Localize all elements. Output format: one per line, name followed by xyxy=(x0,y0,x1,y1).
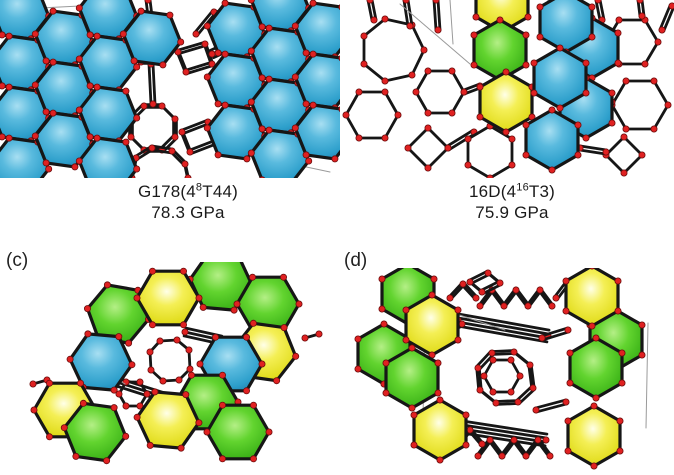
structure-panel-c xyxy=(29,262,323,465)
structure-name-a: G178(48T44) xyxy=(138,181,238,201)
structure-panel-a xyxy=(0,0,340,178)
superscript: 16 xyxy=(516,181,529,194)
pressure-value-a: 78.3 GPa xyxy=(151,203,225,222)
structure-panel-d xyxy=(354,268,649,470)
superscript: 8 xyxy=(195,181,203,194)
pressure-value-b: 75.9 GPa xyxy=(475,203,549,222)
structure-panel-b xyxy=(342,0,674,178)
caption-panel-a: G178(48T44) 78.3 GPa xyxy=(88,181,288,223)
structure-name-b: 16D(416T3) xyxy=(468,181,556,201)
panel-label-d: (d) xyxy=(344,250,368,271)
panel-label-c: (c) xyxy=(6,250,29,271)
caption-panel-b: 16D(416T3) 75.9 GPa xyxy=(412,181,612,223)
